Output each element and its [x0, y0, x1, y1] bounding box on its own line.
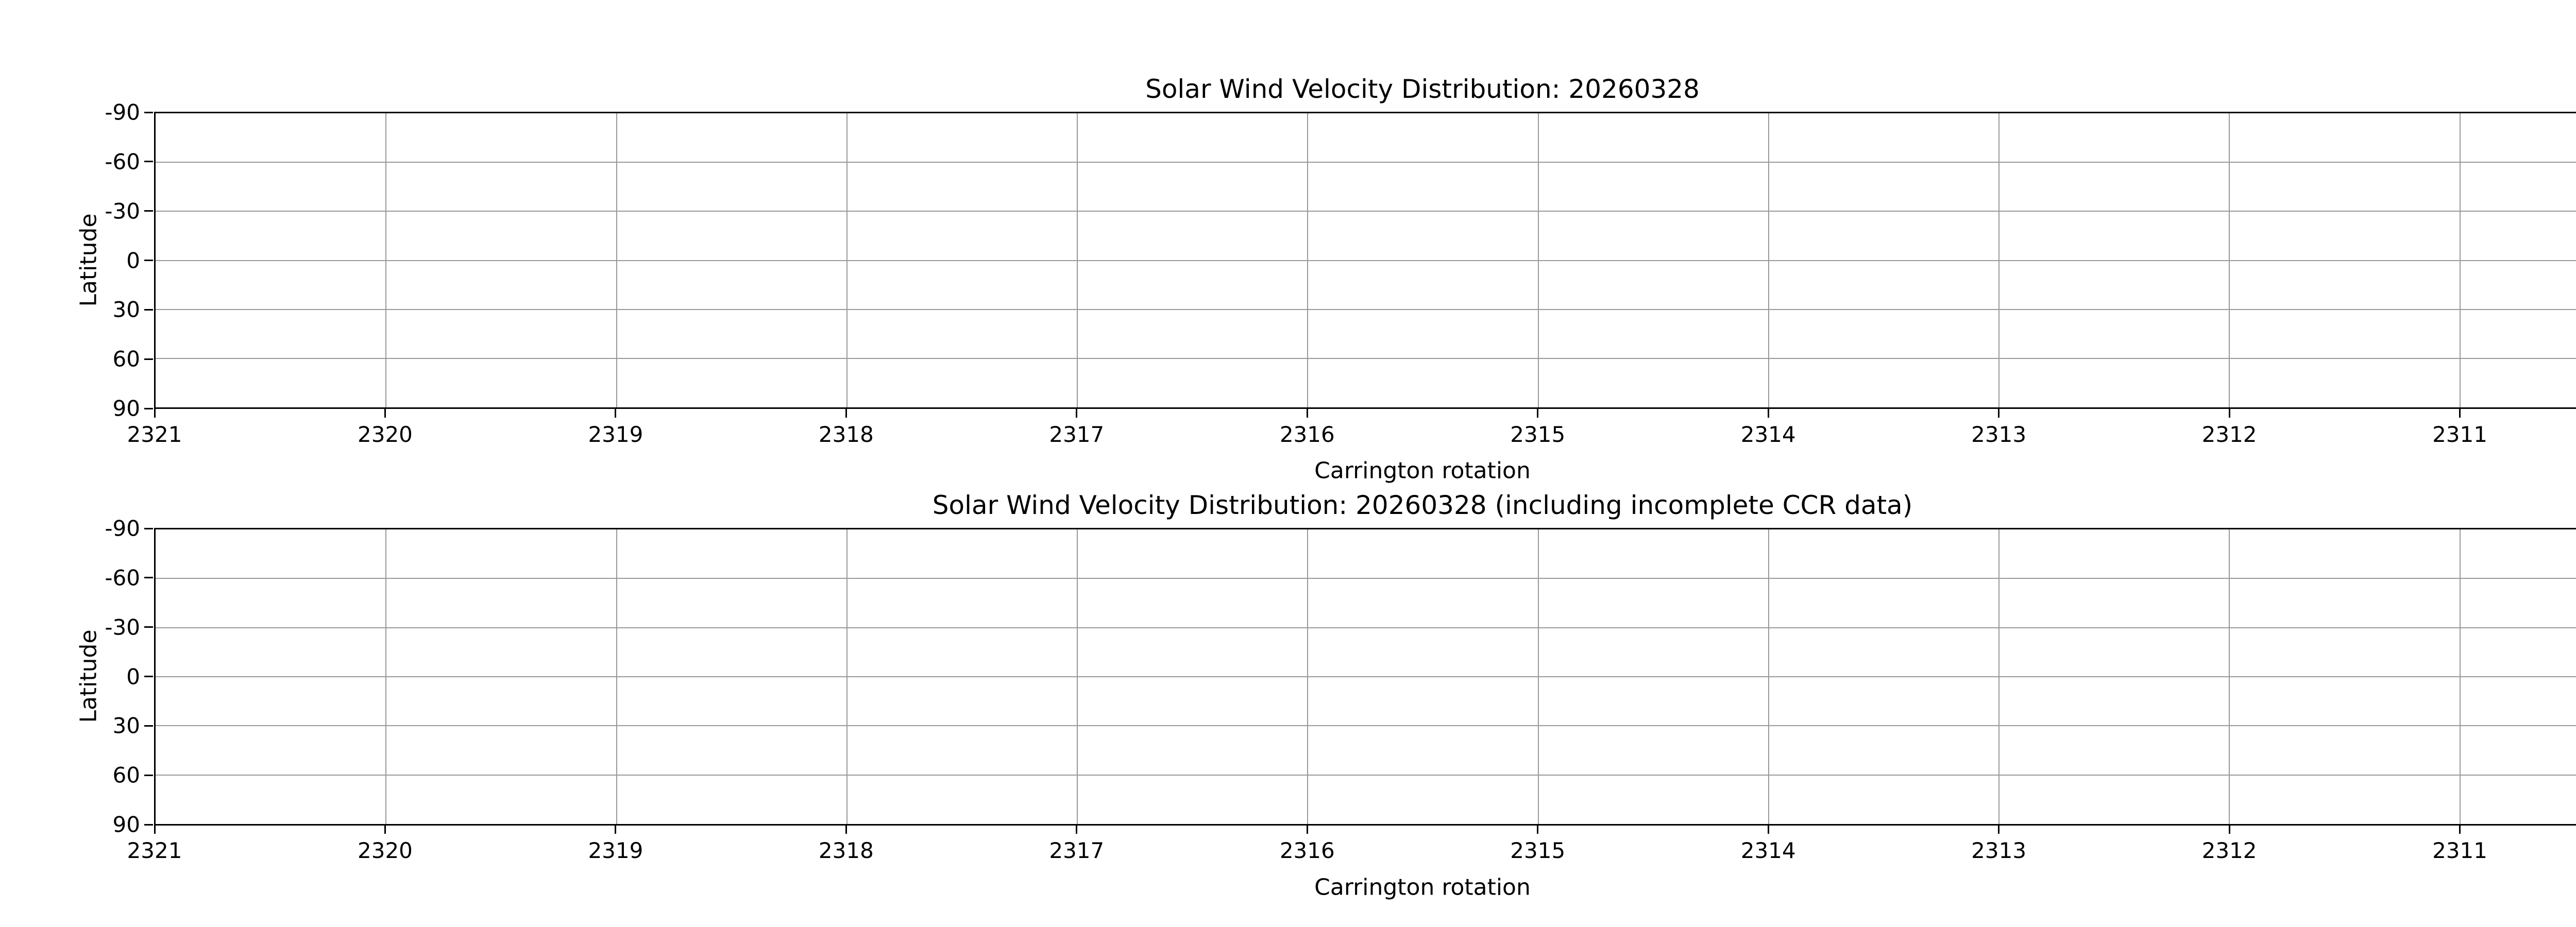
y-tick-label: 60	[112, 762, 140, 788]
x-tick-label: 2318	[818, 422, 874, 447]
x-tick-mark	[845, 825, 847, 834]
x-tick-mark	[1076, 825, 1078, 834]
y-tick-label: 0	[126, 664, 140, 689]
y-tick-mark	[144, 823, 153, 826]
x-tick-label: 2316	[1279, 838, 1335, 863]
y-tick-mark	[144, 725, 153, 727]
x-tick-label: 2320	[358, 422, 413, 447]
x-tick-label: 2312	[2201, 422, 2257, 447]
subplot2-axes	[154, 528, 2576, 826]
y-tick-label: -90	[105, 516, 140, 541]
x-tick-mark	[2228, 825, 2230, 834]
subplot1-axes	[154, 112, 2576, 409]
y-tick-mark	[144, 210, 153, 212]
x-tick-mark	[1767, 409, 1769, 418]
y-tick-mark	[144, 308, 153, 311]
y-tick-label: -30	[105, 614, 140, 640]
x-tick-mark	[845, 409, 847, 418]
x-tick-label: 2319	[588, 422, 643, 447]
x-tick-label: 2314	[1740, 838, 1796, 863]
subplot2-title: Solar Wind Velocity Distribution: 202603…	[932, 490, 1913, 520]
gridline-y	[156, 308, 2576, 310]
y-tick-label: -60	[105, 565, 140, 591]
y-tick-mark	[144, 626, 153, 628]
y-tick-mark	[144, 407, 153, 409]
subplot2-xlabel: Carrington rotation	[1314, 874, 1531, 901]
gridline-y	[156, 211, 2576, 212]
x-tick-mark	[1306, 409, 1308, 418]
x-tick-mark	[2459, 825, 2461, 834]
x-tick-label: 2316	[1279, 422, 1335, 447]
x-tick-label: 2317	[1049, 422, 1105, 447]
gridline-y	[156, 627, 2576, 628]
x-tick-mark	[1537, 409, 1539, 418]
y-tick-label: 0	[126, 248, 140, 273]
x-tick-label: 2313	[1971, 422, 2027, 447]
x-tick-label: 2317	[1049, 838, 1105, 863]
x-tick-label: 2311	[2432, 422, 2487, 447]
x-tick-mark	[1076, 409, 1078, 418]
x-tick-mark	[1998, 409, 2000, 418]
x-tick-label: 2319	[588, 838, 643, 863]
y-tick-label: -90	[105, 99, 140, 125]
y-tick-mark	[144, 774, 153, 776]
x-tick-mark	[615, 409, 617, 418]
x-tick-label: 2315	[1510, 838, 1566, 863]
x-tick-mark	[1537, 825, 1539, 834]
gridline-y	[156, 162, 2576, 163]
y-tick-label: 90	[112, 812, 140, 837]
gridline-y	[156, 725, 2576, 727]
y-tick-label: 60	[112, 346, 140, 372]
x-tick-mark	[154, 825, 156, 834]
x-tick-label: 2320	[358, 838, 413, 863]
y-tick-mark	[144, 577, 153, 579]
y-tick-label: 90	[112, 396, 140, 421]
x-tick-mark	[2459, 409, 2461, 418]
x-tick-mark	[2228, 409, 2230, 418]
gridline-y	[156, 578, 2576, 579]
x-tick-mark	[615, 825, 617, 834]
subplot1-title: Solar Wind Velocity Distribution: 202603…	[1145, 74, 1700, 104]
y-tick-mark	[144, 260, 153, 261]
gridline-y	[156, 357, 2576, 359]
gridline-y	[156, 260, 2576, 261]
x-tick-mark	[1767, 825, 1769, 834]
y-tick-label: -30	[105, 198, 140, 224]
x-tick-label: 2312	[2201, 838, 2257, 863]
y-tick-mark	[144, 358, 153, 360]
y-tick-mark	[144, 527, 153, 529]
x-tick-mark	[384, 825, 386, 834]
y-tick-mark	[144, 676, 153, 677]
y-tick-label: 30	[112, 713, 140, 739]
x-tick-label: 2313	[1971, 838, 2027, 863]
x-tick-mark	[384, 409, 386, 418]
gridline-y	[156, 676, 2576, 677]
y-tick-label: -60	[105, 149, 140, 175]
x-tick-label: 2318	[818, 838, 874, 863]
y-tick-mark	[144, 161, 153, 163]
x-tick-mark	[1306, 825, 1308, 834]
x-tick-label: 2315	[1510, 422, 1566, 447]
x-tick-label: 2321	[127, 422, 182, 447]
subplot1-xlabel: Carrington rotation	[1314, 457, 1531, 484]
x-tick-label: 2321	[127, 838, 182, 863]
y-tick-label: 30	[112, 297, 140, 322]
x-tick-mark	[154, 409, 156, 418]
x-tick-label: 2311	[2432, 838, 2487, 863]
x-tick-label: 2314	[1740, 422, 1796, 447]
x-tick-mark	[1998, 825, 2000, 834]
y-tick-mark	[144, 111, 153, 113]
gridline-y	[156, 774, 2576, 776]
